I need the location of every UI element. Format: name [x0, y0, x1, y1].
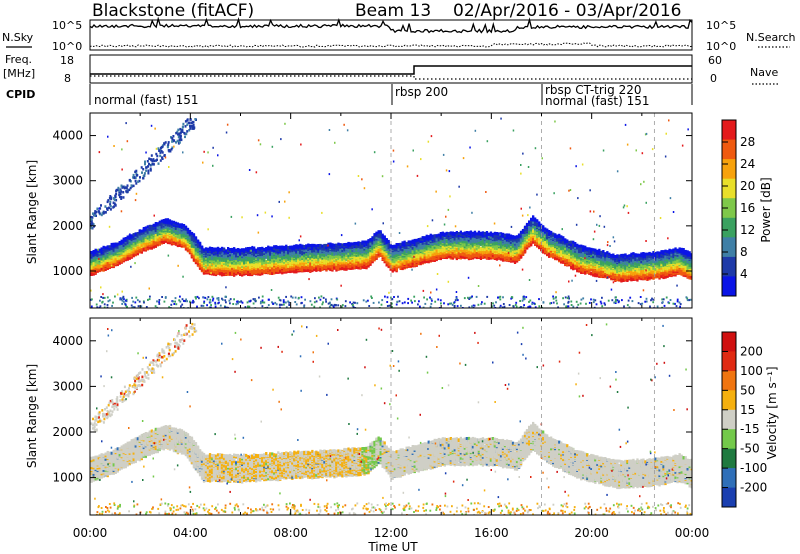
y-tick-label: 2000: [52, 219, 83, 233]
x-tick-label: 00:00: [73, 526, 108, 540]
y-tick-label: 3000: [52, 174, 83, 188]
sky-label: N.Sky: [2, 31, 34, 44]
y-tick-label: 3000: [52, 379, 83, 393]
freq-tick-high: 18: [60, 54, 74, 67]
beam-label: Beam 13: [355, 1, 431, 21]
y-tick-label: 1000: [52, 471, 83, 485]
colorbar-swatch: [722, 120, 736, 141]
colorbar-tick-label: 20: [740, 179, 755, 193]
x-axis: 00:00 04:00 08:00 12:00 16:00 20:00 00:00: [73, 526, 710, 540]
colorbar-tick-label: 15: [740, 403, 755, 417]
frequency-panel: Freq. [MHz] 18 8 Nave 60 0: [3, 53, 780, 85]
cpid-segment-1: normal (fast) 151: [94, 93, 198, 107]
colorbar-tick-label: -50: [740, 442, 760, 456]
velocity-colorbar: 200 100 50 15 -15 -50 -100 -200 Velocity [m s⁻¹…: [721, 331, 779, 508]
power-panel: 1000 2000 3000 4000 Slant Range [km]: [25, 112, 693, 309]
colorbar-swatch: [722, 276, 736, 297]
x-tick-label: 00:00: [675, 526, 710, 540]
colorbar-swatch: [722, 370, 736, 391]
colorbar-swatch: [722, 468, 736, 488]
power-colorbar-label: Power [dB]: [759, 177, 773, 242]
freq-label: Freq.: [5, 53, 32, 66]
colorbar-swatch: [722, 217, 736, 238]
sky-tick-high: 10^5: [52, 19, 82, 32]
freq-tick-low: 8: [64, 72, 71, 85]
radar-title: Blackstone (fitACF): [92, 1, 254, 21]
colorbar-swatch: [722, 256, 736, 277]
colorbar-swatch: [722, 429, 736, 450]
colorbar-swatch: [722, 178, 736, 199]
sky-tick-low: 10^0: [52, 40, 82, 53]
colorbar-swatch: [722, 487, 736, 508]
freq-unit: [MHz]: [3, 67, 35, 80]
x-tick-label: 04:00: [173, 526, 208, 540]
sky-noise-panel: N.Sky 10^5 10^0 N.Search 10^5 10^0: [2, 16, 796, 53]
colorbar-swatch: [722, 237, 736, 258]
sky-noise-line: [89, 16, 693, 34]
search-tick-low: 10^0: [706, 40, 736, 53]
colorbar-tick-label: 24: [740, 157, 755, 171]
x-tick-label: 08:00: [273, 526, 308, 540]
nave-tick-high: 60: [708, 54, 722, 67]
cpid-segment-2: rbsp 200: [395, 85, 448, 99]
search-tick-high: 10^5: [706, 19, 736, 32]
nave-label: Nave: [750, 66, 778, 79]
x-tick-label: 16:00: [474, 526, 509, 540]
velocity-ylabel: Slant Range [km]: [25, 364, 39, 468]
cpid-panel: CPID normal (fast) 151 rbsp 200 rbsp CT-…: [6, 83, 693, 108]
power-ylabel: Slant Range [km]: [25, 160, 39, 264]
y-tick-label: 4000: [52, 129, 83, 143]
colorbar-tick-label: 100: [740, 364, 763, 378]
nave-tick-low: 0: [710, 72, 717, 85]
power-colorbar: 28 24 20 16 12 8 4 Power [dB]: [721, 119, 773, 297]
colorbar-swatch: [722, 139, 736, 160]
colorbar-tick-label: 12: [740, 223, 755, 237]
colorbar-tick-label: 16: [740, 201, 755, 215]
colorbar-tick-label: -15: [740, 422, 760, 436]
colorbar-swatch: [722, 351, 736, 372]
colorbar-swatch: [722, 198, 736, 219]
colorbar-swatch: [722, 159, 736, 180]
colorbar-swatch: [722, 448, 736, 469]
colorbar-swatch: [722, 390, 736, 411]
velocity-colorbar-label: Velocity [m s⁻¹]: [765, 366, 779, 459]
colorbar-tick-label: 8: [740, 245, 748, 259]
colorbar-tick-label: 4: [740, 267, 748, 281]
colorbar-tick-label: -100: [740, 461, 767, 475]
colorbar-tick-label: -200: [740, 481, 767, 495]
y-tick-label: 1000: [52, 264, 83, 278]
cpid-label: CPID: [6, 88, 35, 101]
colorbar-swatch: [722, 409, 736, 430]
x-tick-label: 12:00: [374, 526, 409, 540]
colorbar-tick-label: 50: [740, 383, 755, 397]
y-tick-label: 4000: [52, 334, 83, 348]
cpid-segment-3: rbsp CT-trig 220: [545, 83, 641, 97]
colorbar-tick-label: 200: [740, 344, 763, 358]
cpid-segment-4: normal (fast) 151: [545, 94, 649, 108]
y-tick-label: 2000: [52, 425, 83, 439]
x-axis-label: Time UT: [367, 540, 418, 554]
x-tick-label: 20:00: [574, 526, 609, 540]
date-range: 02/Apr/2016 - 03/Apr/2016: [453, 1, 681, 21]
search-label: N.Search: [746, 31, 796, 44]
search-noise-line: [90, 42, 693, 48]
velocity-panel: 1000 2000 3000 4000 Slant Range [km]: [25, 317, 693, 516]
colorbar-tick-label: 28: [740, 135, 755, 149]
colorbar-swatch: [722, 332, 736, 352]
